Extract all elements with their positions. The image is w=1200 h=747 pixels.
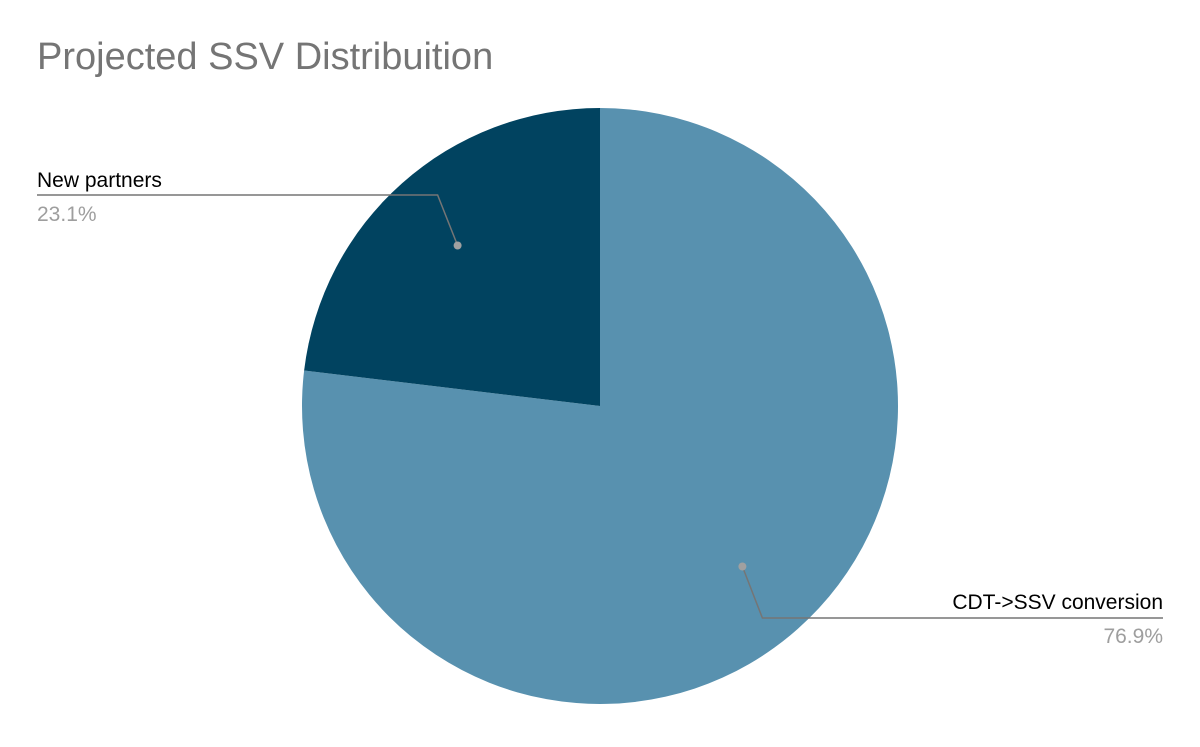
slice-percent-2: 23.1% bbox=[37, 203, 97, 226]
leader-dot-1 bbox=[738, 562, 747, 571]
slice-label-2: New partners bbox=[37, 169, 162, 192]
leader-line-1 bbox=[741, 566, 1163, 619]
pie-slice-1 bbox=[302, 108, 899, 705]
leader-line-2 bbox=[37, 194, 459, 246]
slice-label-1: CDT->SSV conversion bbox=[952, 591, 1163, 614]
slice-percent-1: 76.9% bbox=[1103, 625, 1163, 648]
pie-slice-2 bbox=[304, 108, 600, 406]
chart-title: Projected SSV Distribuition bbox=[37, 36, 494, 78]
leader-dot-2 bbox=[453, 241, 462, 250]
